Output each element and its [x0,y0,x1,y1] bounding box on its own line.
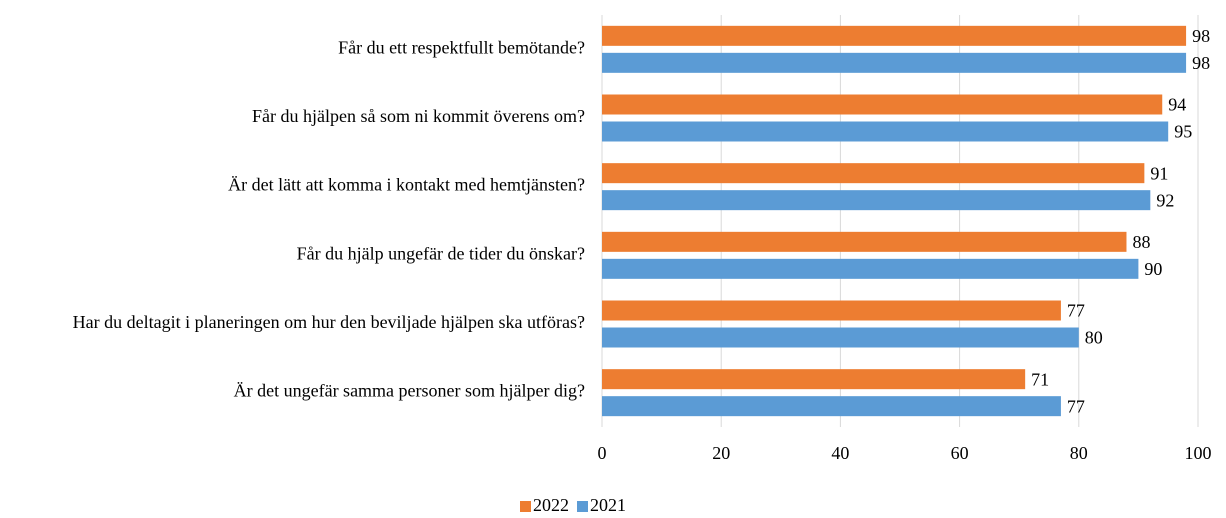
bar [602,396,1061,417]
data-label: 88 [1132,232,1150,252]
legend-label: 2022 [533,495,569,515]
x-tick-label: 20 [712,443,730,463]
y-tick-label: Får du hjälp ungefär de tider du önskar? [297,243,585,263]
bar [602,369,1026,390]
bar [602,300,1061,321]
legend-swatch [520,501,531,512]
y-tick-label: Har du deltagit i planeringen om hur den… [73,312,585,332]
y-tick-label: Är det ungefär samma personer som hjälpe… [234,381,585,401]
bar [602,121,1169,142]
data-label: 92 [1156,190,1174,210]
data-label: 77 [1067,301,1085,321]
data-label: 98 [1192,26,1210,46]
legend-swatch [577,501,588,512]
x-tick-label: 40 [831,443,849,463]
bar [602,258,1139,279]
x-tick-label: 0 [598,443,607,463]
bar [602,52,1187,73]
x-tick-label: 60 [951,443,969,463]
bar [602,190,1151,211]
data-label: 77 [1067,396,1085,416]
data-label: 71 [1031,369,1049,389]
data-label: 80 [1085,328,1103,348]
data-label: 94 [1168,95,1186,115]
bar [602,94,1163,115]
y-tick-label: Får du ett respektfullt bemötande? [338,37,585,57]
bar [602,25,1187,46]
y-tick-label: Är det lätt att komma i kontakt med hemt… [228,175,585,195]
x-tick-label: 100 [1185,443,1212,463]
bar [602,327,1079,348]
data-label: 95 [1174,122,1192,142]
y-tick-label: Får du hjälpen så som ni kommit överens … [252,106,585,126]
bar [602,163,1145,184]
data-label: 98 [1192,53,1210,73]
x-tick-label: 80 [1070,443,1088,463]
bar [602,231,1127,252]
data-label: 90 [1144,259,1162,279]
legend-label: 2021 [590,495,626,515]
data-label: 91 [1150,163,1168,183]
